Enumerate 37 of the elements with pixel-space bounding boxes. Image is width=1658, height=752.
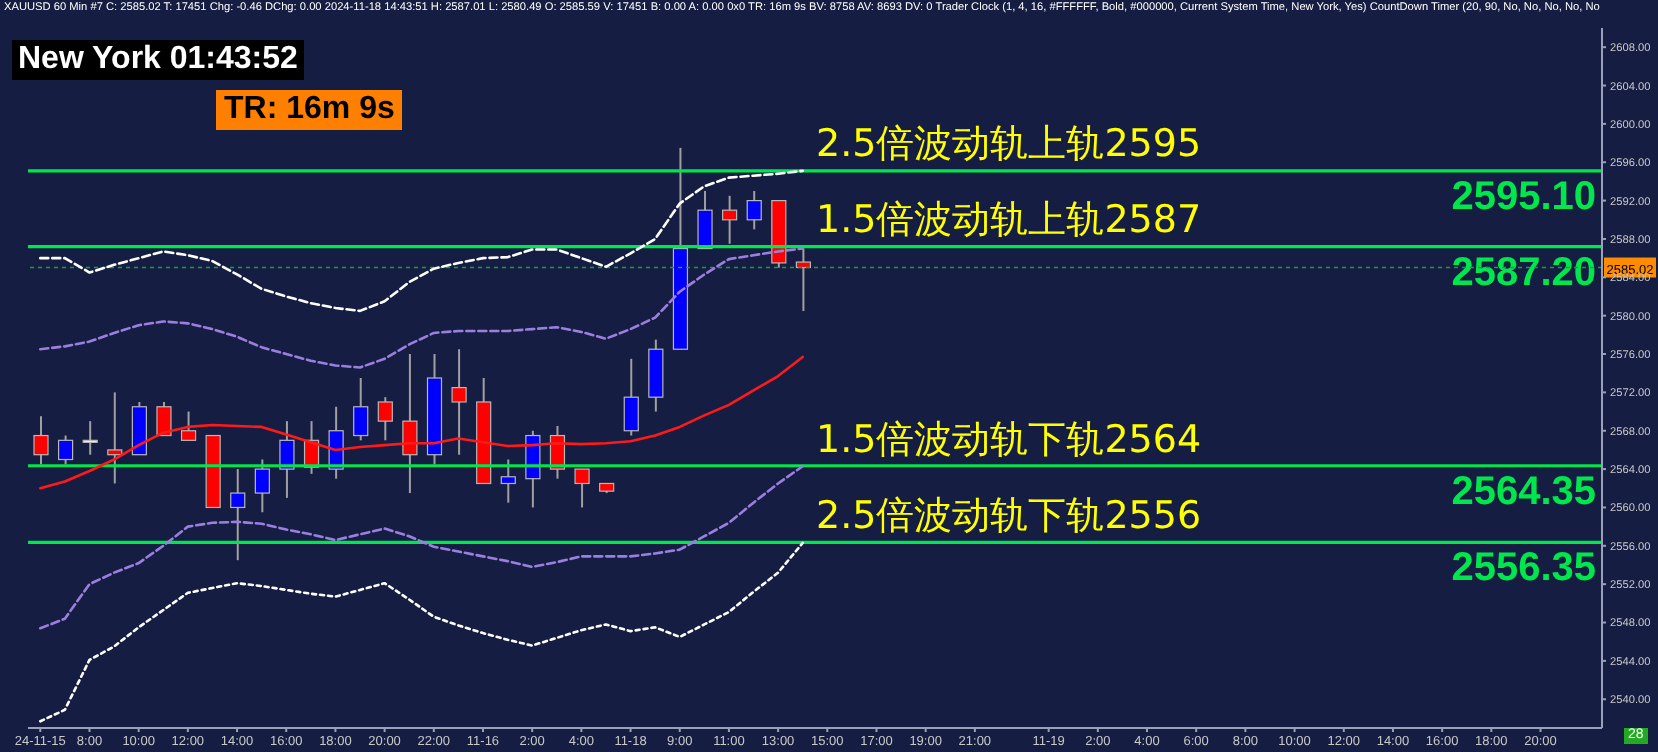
candlestick — [795, 247, 812, 312]
candlestick — [574, 468, 590, 509]
candlestick — [107, 391, 123, 485]
line-series — [39, 355, 804, 490]
candlestick — [353, 377, 369, 442]
candlestick — [82, 420, 98, 456]
candlestick — [254, 458, 270, 514]
annotation: New York 01:43:52 — [12, 40, 304, 81]
candlestick — [377, 396, 393, 442]
candlestick — [648, 338, 664, 413]
candlestick — [180, 410, 197, 442]
line-series — [39, 247, 804, 369]
candlestick — [623, 357, 639, 437]
candlestick — [722, 194, 738, 245]
candlestick — [279, 420, 295, 499]
annotation: 2.5倍波动轨上轨2595 — [816, 122, 1202, 167]
annotation: 1.5倍波动轨上轨2587 — [816, 198, 1202, 243]
candlestick — [500, 458, 516, 504]
line-series — [39, 464, 804, 630]
annotation: TR: 16m 9s — [216, 90, 403, 131]
candlestick — [33, 415, 49, 466]
candlestick — [451, 348, 467, 456]
annotation: 1.5倍波动轨下轨2564 — [816, 417, 1202, 462]
line-series — [39, 541, 804, 723]
candlestick — [57, 434, 74, 466]
candlestick — [402, 353, 418, 495]
ref-line-label: 2587.20 — [1451, 250, 1596, 295]
ref-line-label: 2595.10 — [1451, 174, 1596, 219]
ref-line-label: 2564.35 — [1451, 469, 1596, 514]
candlestick — [131, 400, 147, 456]
line-series — [39, 169, 804, 313]
candlestick — [697, 190, 713, 250]
candlestick — [746, 190, 762, 231]
annotation: 2.5倍波动轨下轨2556 — [816, 494, 1202, 539]
candlestick — [230, 468, 246, 562]
candlestick — [156, 400, 172, 437]
ref-line-label: 2556.35 — [1451, 546, 1596, 591]
